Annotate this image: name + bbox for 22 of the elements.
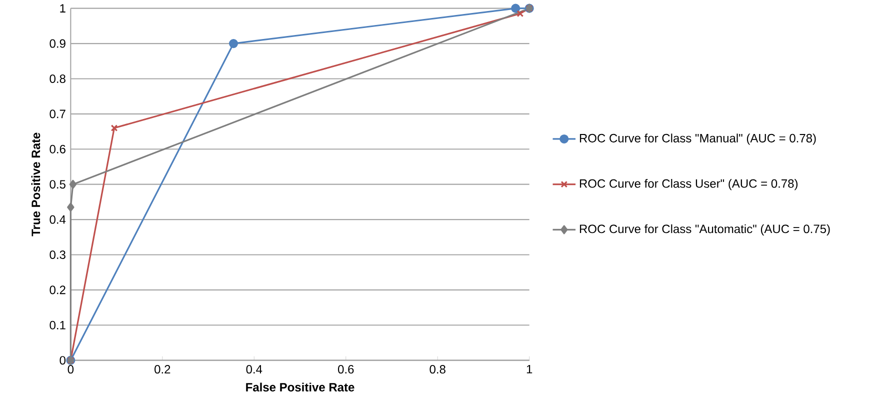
- y-tick-label: 0.2: [50, 286, 66, 294]
- x-tick-label: 0.4: [246, 365, 262, 374]
- y-tick-label: 1: [60, 4, 66, 12]
- y-tick-label: 0.9: [50, 39, 66, 48]
- y-tick-label: 0.4: [50, 215, 66, 224]
- x-tick-label: 0.6: [338, 365, 354, 374]
- legend-label: ROC Curve for Class User" (AUC = 0.78): [580, 178, 798, 190]
- y-tick-label: 0.8: [50, 74, 66, 83]
- y-tick-label: 0.7: [50, 110, 66, 118]
- y-tick-label: 0.6: [50, 144, 66, 154]
- y-tick-label: 0.1: [50, 320, 66, 330]
- x-tick-label: 0.8: [430, 365, 446, 374]
- x-axis-title: False Positive Rate: [246, 382, 354, 392]
- legend-label: ROC Curve for Class "Automatic" (AUC = 0.75): [580, 224, 830, 236]
- y-tick-label: 0.3: [50, 250, 66, 259]
- x-tick-label: 0: [68, 365, 74, 374]
- legend-label: ROC Curve for Class "Manual" (AUC = 0.78): [580, 134, 816, 145]
- y-tick-label: 0: [60, 356, 66, 365]
- x-tick-label: 1: [526, 365, 532, 374]
- y-tick-label: 0.5: [50, 180, 66, 189]
- y-axis-title: True Positive Rate: [31, 132, 40, 236]
- x-tick-label: 0.2: [154, 365, 170, 374]
